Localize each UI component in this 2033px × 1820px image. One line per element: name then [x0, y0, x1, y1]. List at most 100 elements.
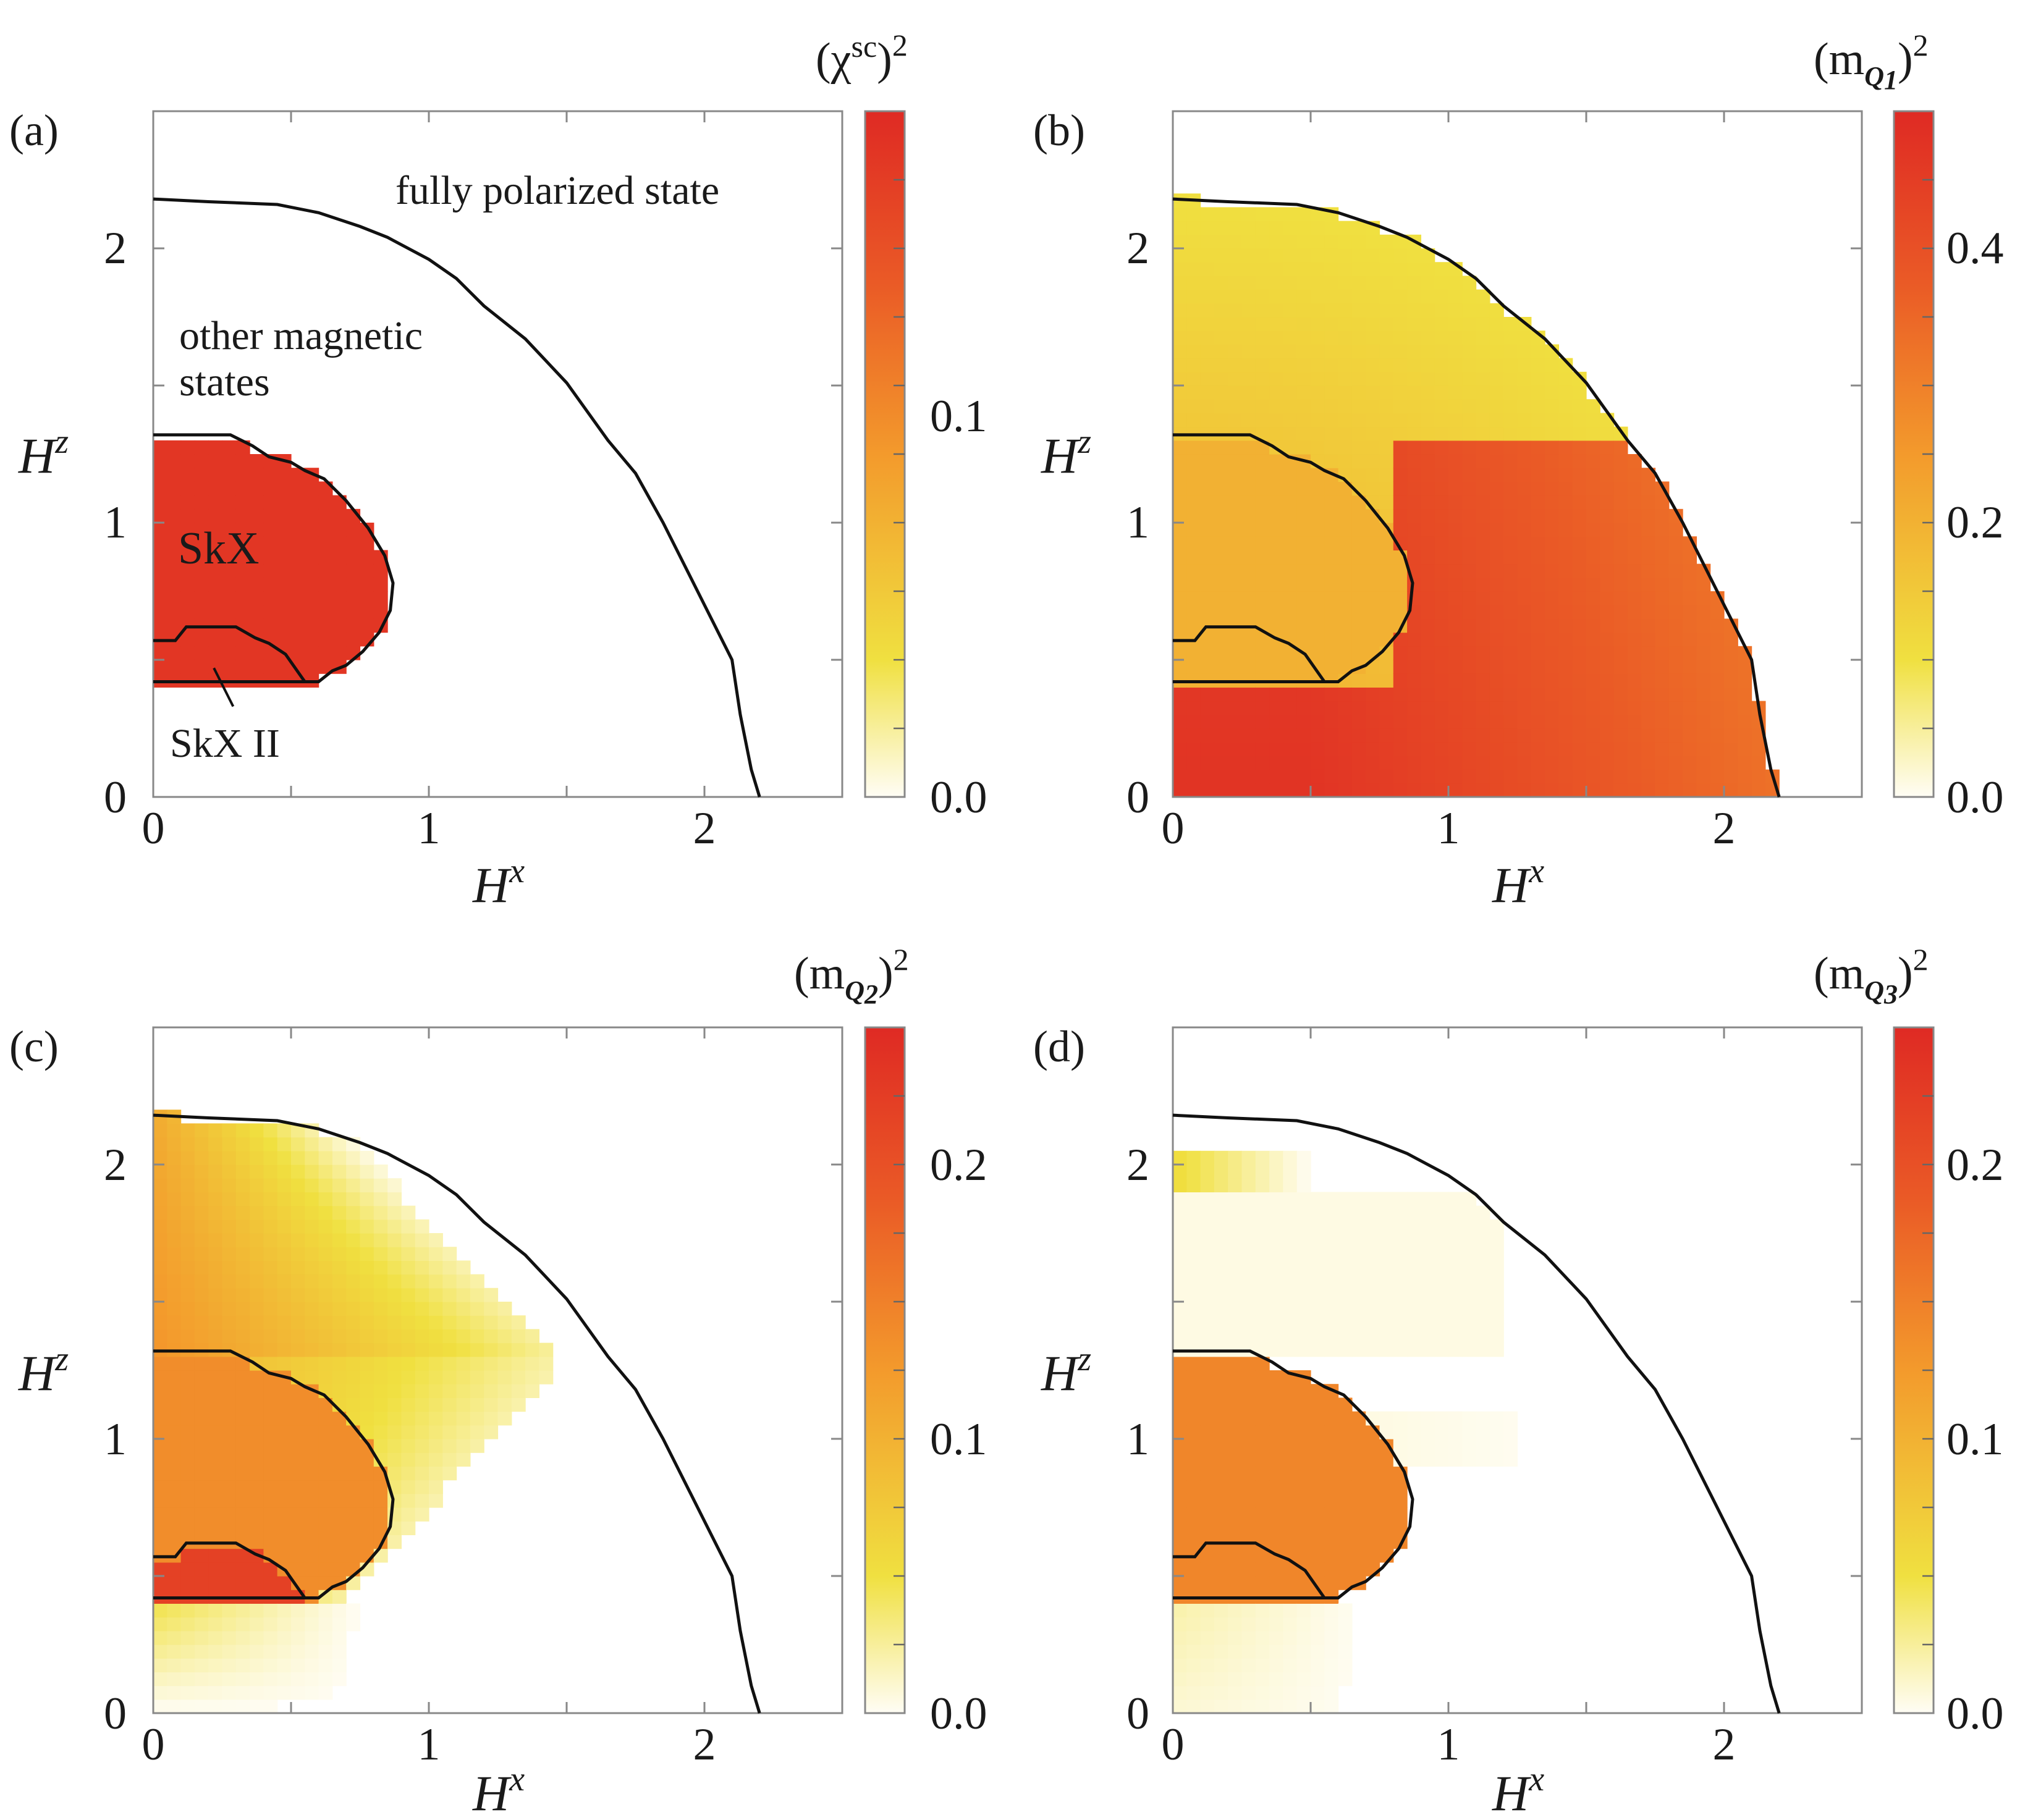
heatmap-cell — [222, 508, 237, 523]
heatmap-cell — [360, 1507, 374, 1522]
heatmap-cell — [1476, 618, 1490, 633]
heatmap-cell — [1393, 1493, 1408, 1508]
heatmap-cell — [235, 1466, 250, 1481]
heatmap-cell — [401, 1480, 416, 1494]
heatmap-cell — [332, 1480, 347, 1494]
heatmap-cell — [1434, 371, 1449, 386]
heatmap-cell — [1448, 660, 1463, 674]
heatmap-cell — [1489, 1315, 1504, 1329]
heatmap-cell — [1173, 1384, 1187, 1398]
heatmap-cell — [1200, 769, 1215, 784]
heatmap-cell — [1186, 1192, 1201, 1207]
heatmap-cell — [1186, 399, 1201, 413]
heatmap-cell — [1393, 495, 1408, 510]
heatmap-cell — [1338, 577, 1353, 592]
heatmap-cell — [1627, 660, 1642, 674]
heatmap-cell — [1655, 769, 1670, 784]
heatmap-cell — [1324, 1493, 1339, 1508]
heatmap-cell — [1489, 303, 1504, 318]
heatmap-cell — [1214, 1699, 1228, 1714]
heatmap-cell — [1517, 331, 1532, 345]
heatmap-cell — [1655, 523, 1670, 537]
heatmap-cell — [1558, 701, 1573, 715]
heatmap-cell — [180, 1645, 195, 1659]
heatmap-cell — [1668, 536, 1683, 550]
heatmap-cell — [1421, 289, 1435, 304]
heatmap-cell — [1269, 1439, 1283, 1453]
heatmap-cell — [1517, 454, 1532, 468]
heatmap-cell — [1393, 1205, 1408, 1220]
heatmap-cell — [1351, 523, 1366, 537]
heatmap-cell — [1393, 426, 1408, 441]
heatmap-cell — [208, 1425, 223, 1439]
heatmap-cell — [1476, 660, 1490, 674]
heatmap-cell — [263, 1603, 278, 1618]
heatmap-cell — [222, 1384, 237, 1398]
heatmap-cell — [167, 1576, 182, 1590]
heatmap-cell — [1351, 1302, 1366, 1316]
heatmap-cell — [456, 1260, 471, 1275]
heatmap-cell — [318, 1411, 333, 1426]
heatmap-cell — [1241, 591, 1256, 605]
heatmap-cell — [1627, 454, 1642, 468]
heatmap-cell — [1393, 605, 1408, 619]
heatmap-cell — [1173, 714, 1187, 729]
heatmap-cell — [235, 523, 250, 537]
heatmap-cell — [291, 1548, 305, 1563]
heatmap-cell — [1324, 1548, 1339, 1563]
heatmap-cell — [1228, 454, 1243, 468]
heatmap-cell — [401, 1493, 416, 1508]
heatmap-cell — [291, 660, 305, 674]
heatmap-cell — [153, 1685, 167, 1700]
heatmap-cell — [1434, 783, 1449, 798]
heatmap-cell — [208, 495, 223, 510]
heatmap-cell — [1283, 742, 1298, 756]
heatmap-cell — [318, 1356, 333, 1371]
heatmap-cell — [1407, 426, 1421, 441]
heatmap-cell — [1241, 454, 1256, 468]
heatmap-cell — [222, 1411, 237, 1426]
heatmap-cell — [1489, 413, 1504, 428]
heatmap-cell — [1531, 673, 1545, 688]
heatmap-cell — [1462, 1219, 1477, 1234]
heatmap-cell — [305, 1315, 319, 1329]
heatmap-cell — [208, 1137, 223, 1152]
heatmap-cell — [1283, 563, 1298, 578]
heatmap-cell — [1296, 742, 1311, 756]
y-tick-label: 1 — [1126, 497, 1149, 548]
heatmap-cell — [1379, 508, 1394, 523]
heatmap-cell — [1173, 344, 1187, 359]
heatmap-cell — [1655, 646, 1670, 660]
heatmap-cell — [1379, 756, 1394, 770]
heatmap-cell — [291, 1630, 305, 1645]
heatmap-cell — [346, 632, 361, 647]
heatmap-cell — [1407, 1439, 1421, 1453]
heatmap-cell — [250, 1219, 264, 1234]
heatmap-cell — [250, 563, 264, 578]
heatmap-cell — [332, 1137, 347, 1152]
heatmap-cell — [1462, 523, 1477, 537]
heatmap-cell — [1173, 769, 1187, 784]
heatmap-cell — [194, 550, 209, 565]
heatmap-cell — [1228, 1150, 1243, 1165]
heatmap-cell — [277, 1439, 292, 1453]
heatmap-cell — [1489, 632, 1504, 647]
heatmap-cell — [250, 1397, 264, 1412]
heatmap-cell — [1283, 618, 1298, 633]
heatmap-cell — [1324, 1672, 1339, 1687]
heatmap-cell — [1462, 303, 1477, 318]
heatmap-cell — [1724, 632, 1738, 647]
heatmap-cell — [1558, 591, 1573, 605]
heatmap-cell — [1241, 742, 1256, 756]
heatmap-cell — [1228, 1356, 1243, 1371]
heatmap-cell — [1462, 714, 1477, 729]
colorbar-title-d: (mQ3)2 — [1814, 942, 1929, 1009]
heatmap-cell — [1421, 1411, 1435, 1426]
heatmap-cell — [1351, 1480, 1366, 1494]
heatmap-cell — [1476, 563, 1490, 578]
heatmap-cell — [1173, 646, 1187, 660]
heatmap-cell — [277, 550, 292, 565]
heatmap-cell — [429, 1493, 443, 1508]
heatmap-cell — [1696, 673, 1711, 688]
heatmap-cell — [1545, 385, 1559, 400]
